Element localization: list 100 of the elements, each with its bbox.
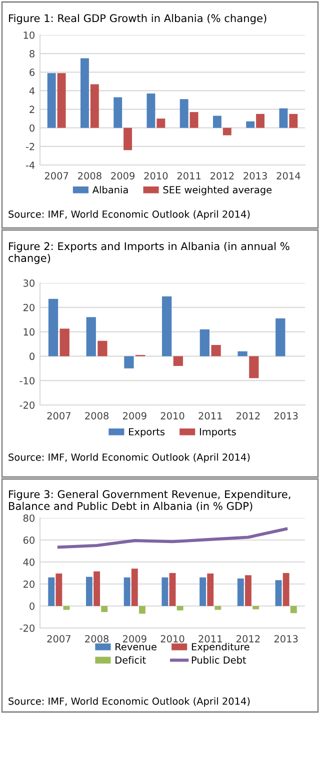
bar: [212, 116, 222, 128]
bar: [214, 606, 222, 610]
x-tick-label: 2011: [198, 635, 222, 642]
x-tick-label: 2008: [78, 172, 102, 180]
bar: [211, 344, 221, 356]
bar: [173, 356, 184, 366]
bar: [222, 128, 232, 136]
x-tick-label: 2010: [160, 412, 184, 420]
bar: [60, 328, 70, 356]
x-tick-label: 2014: [276, 172, 300, 180]
bar: [86, 317, 96, 356]
bar: [282, 573, 290, 606]
y-tick-label: 0: [30, 602, 34, 610]
y-tick-label: 20: [23, 580, 34, 588]
bar: [279, 108, 288, 128]
bar: [90, 84, 99, 128]
chart-title: Figure 3: General Government Revenue, Expenditure, Balance and Public Debt in Albania (in % GDP): [9, 490, 290, 512]
chart-title: Figure 1: Real GDP Growth in Albania (% change): [9, 14, 266, 24]
y-tick-label: 20: [23, 304, 34, 312]
legend-label: Exports: [129, 428, 165, 438]
bar: [80, 58, 89, 128]
bar: [146, 94, 156, 128]
bar: [48, 298, 58, 356]
legend-label: Public Debt: [192, 656, 246, 664]
legend-label: Imports: [200, 428, 236, 438]
bar: [238, 351, 248, 356]
x-tick-label: 2009: [111, 172, 134, 180]
x-tick-label: 2009: [122, 635, 146, 642]
bar: [246, 121, 255, 128]
bar: [180, 99, 188, 128]
x-tick-label: 2007: [44, 172, 68, 180]
bar: [190, 112, 198, 128]
bar: [114, 97, 122, 128]
y-tick-label: 10: [24, 31, 34, 39]
x-tick-label: 2013: [274, 635, 298, 642]
bar: [86, 576, 92, 606]
x-tick-label: 2013: [244, 172, 267, 180]
bar: [98, 340, 108, 356]
legend-label: Revenue: [116, 643, 156, 650]
y-tick-label: 80: [23, 514, 34, 522]
x-tick-label: 2012: [210, 172, 234, 180]
x-tick-label: 2009: [122, 412, 146, 420]
bar: [156, 118, 166, 128]
x-tick-label: 2010: [144, 172, 168, 180]
x-tick-label: 2013: [274, 412, 298, 420]
y-tick-label: 8: [30, 50, 34, 58]
y-tick-label: 10: [24, 328, 34, 336]
x-tick-label: 2007: [47, 635, 70, 642]
bar: [249, 356, 259, 378]
bar: [47, 73, 56, 128]
bar: [275, 580, 282, 606]
x-tick-label: 2008: [85, 412, 108, 420]
y-tick-label: 2: [30, 106, 34, 113]
bar: [131, 568, 138, 606]
y-tick-label: -20: [20, 624, 34, 632]
x-tick-label: 2008: [85, 635, 108, 642]
bar: [63, 606, 70, 610]
bar: [200, 329, 210, 356]
y-tick-label: 0: [30, 124, 34, 132]
bar: [138, 606, 146, 614]
y-tick-label: 0: [30, 352, 34, 360]
bar: [124, 356, 134, 368]
bar: [176, 606, 184, 610]
chart-title: Figure 2: Exports and Imports in Albania (in annual % change): [8, 242, 290, 264]
bar: [48, 577, 55, 606]
bar: [162, 577, 168, 606]
bar: [244, 575, 252, 606]
x-tick-label: 2012: [236, 635, 260, 642]
line-series: [57, 527, 288, 549]
bar: [290, 606, 297, 614]
bar: [124, 577, 130, 606]
source-note: Source: IMF, World Economic Outlook (April 2014): [8, 453, 250, 463]
bar: [169, 573, 176, 606]
x-tick-label: 2007: [47, 412, 70, 420]
bar: [162, 296, 172, 356]
bar: [289, 114, 298, 128]
y-tick-label: 60: [23, 536, 34, 544]
legend-label: Expenditure: [192, 642, 250, 652]
bar: [57, 73, 66, 128]
y-tick-label: 6: [30, 68, 35, 76]
legend-label: Albania: [92, 186, 128, 194]
y-tick-label: -4: [26, 162, 35, 169]
y-tick-label: 40: [23, 558, 34, 566]
x-tick-label: 2010: [160, 635, 184, 642]
legend-label: Deficit: [116, 656, 146, 664]
y-tick-label: -2: [26, 142, 34, 150]
x-tick-label: 2012: [236, 412, 260, 420]
bar: [252, 606, 260, 610]
y-tick-label: -20: [20, 401, 34, 409]
x-tick-label: 2011: [177, 172, 201, 180]
source-note: Source: IMF, World Economic Outlook (April 2014): [8, 697, 250, 707]
bar: [101, 606, 108, 612]
bar: [56, 574, 62, 606]
legend-label: SEE weighted average: [163, 186, 272, 196]
bar: [256, 114, 265, 128]
bar: [237, 578, 244, 606]
y-tick-label: 4: [29, 87, 35, 94]
y-tick-label: -10: [20, 377, 34, 384]
y-tick-label: 30: [24, 279, 34, 287]
source-note: Source: IMF, World Economic Outlook (April 2014): [8, 210, 250, 220]
